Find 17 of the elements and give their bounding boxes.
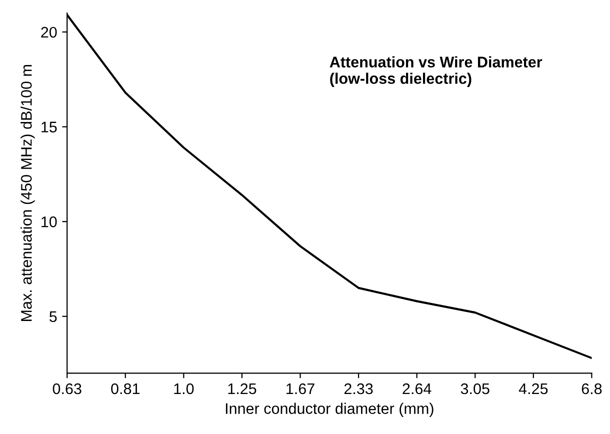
- x-tick-label: 1.67: [286, 383, 314, 394]
- y-tick-label: 5: [49, 311, 57, 322]
- y-tick-label: 20: [41, 26, 57, 38]
- x-tick-label: 0.81: [111, 383, 140, 394]
- y-tick-label: 10: [42, 216, 57, 228]
- x-tick-label: 3.05: [460, 383, 490, 394]
- x-tick-label: 0.63: [52, 383, 82, 394]
- x-tick-label: 2.64: [402, 383, 432, 394]
- text: Attenuation vs Wire Diameter (low-loss dielectric): [330, 56, 542, 87]
- x-tick-label: 2.33: [344, 383, 373, 394]
- x-axis-title: Inner conductor diameter (mm): [226, 402, 434, 417]
- x-tick-label: 6.8: [582, 383, 602, 394]
- y-tick-label: 15: [42, 122, 57, 132]
- x-tick-label: 4.25: [518, 383, 548, 394]
- y-axis-title: Max. attenuation (450 MHz) dB/100 m: [20, 65, 35, 321]
- x-tick-label: 1.25: [228, 383, 256, 394]
- x-tick-label: 1.0: [174, 383, 194, 394]
